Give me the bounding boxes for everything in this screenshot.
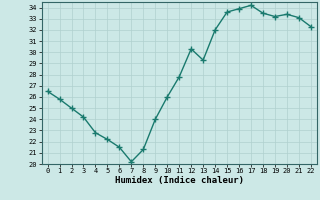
X-axis label: Humidex (Indice chaleur): Humidex (Indice chaleur) (115, 176, 244, 185)
